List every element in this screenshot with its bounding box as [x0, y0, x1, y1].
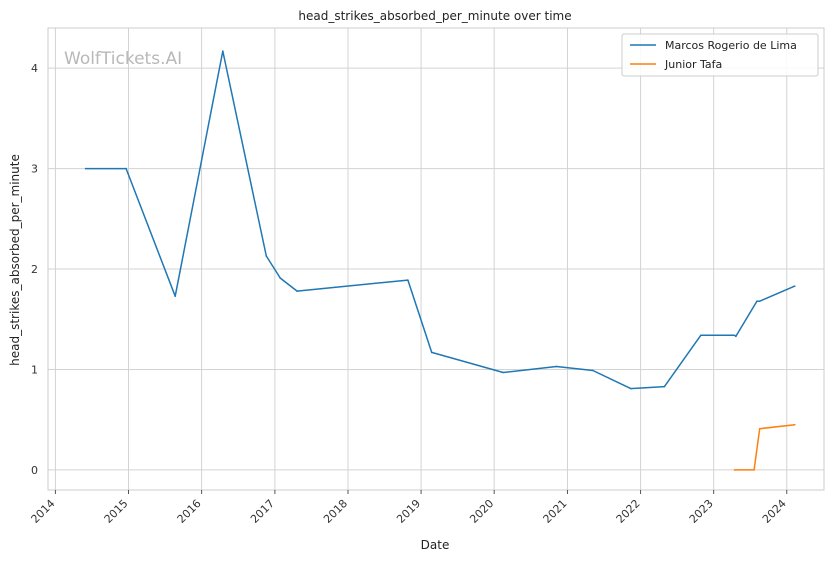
- data-point-marcos-rogerio-de-lima-19: [793, 285, 796, 287]
- y-tick-label-1: 1: [31, 363, 38, 376]
- data-point-junior-tafa-1: [753, 469, 755, 471]
- y-tick-label-4: 4: [31, 62, 38, 75]
- data-point-marcos-rogerio-de-lima-3: [222, 50, 224, 52]
- series-line-junior-tafa: [734, 423, 795, 471]
- data-point-marcos-rogerio-de-lima-5: [279, 277, 282, 279]
- data-point-marcos-rogerio-de-lima-10: [555, 365, 558, 368]
- data-point-marcos-rogerio-de-lima-17: [756, 300, 758, 302]
- y-tick-label-3: 3: [31, 163, 38, 176]
- data-point-marcos-rogerio-de-lima-7: [407, 279, 409, 281]
- legend-box: [621, 33, 819, 77]
- y-tick-label-0: 0: [31, 464, 38, 477]
- data-point-marcos-rogerio-de-lima-9: [502, 371, 504, 374]
- series-lines: [84, 50, 796, 471]
- plot-frame: [47, 27, 825, 491]
- legend-label-junior-tafa: Junior Tafa: [664, 58, 722, 71]
- data-point-junior-tafa-0: [733, 469, 736, 471]
- legend: Marcos Rogerio de Lima Junior Tafa: [621, 33, 819, 77]
- data-point-marcos-rogerio-de-lima-4: [265, 255, 268, 257]
- data-point-marcos-rogerio-de-lima-11: [592, 369, 594, 372]
- chart-title: head_strikes_absorbed_per_minute over ti…: [298, 9, 571, 23]
- data-point-marcos-rogerio-de-lima-6: [296, 290, 298, 292]
- legend-label-marcos-rogerio-de-lima: Marcos Rogerio de Lima: [665, 39, 797, 52]
- watermark: WolfTickets.AI: [64, 49, 182, 69]
- y-axis-title: head_strikes_absorbed_per_minute: [8, 154, 22, 366]
- data-point-marcos-rogerio-de-lima-8: [430, 351, 433, 354]
- grid: [48, 28, 824, 490]
- data-point-marcos-rogerio-de-lima-13: [663, 385, 666, 388]
- data-point-junior-tafa-3: [793, 423, 796, 426]
- series-points-marcos-rogerio-de-lima: [84, 50, 796, 390]
- data-point-marcos-rogerio-de-lima-16: [735, 335, 737, 338]
- series-points-junior-tafa: [733, 423, 796, 471]
- data-point-marcos-rogerio-de-lima-15: [733, 334, 736, 337]
- data-point-marcos-rogerio-de-lima-1: [125, 167, 127, 170]
- data-point-marcos-rogerio-de-lima-2: [174, 295, 176, 297]
- data-point-marcos-rogerio-de-lima-0: [84, 167, 87, 170]
- y-tick-label-2: 2: [31, 263, 38, 276]
- data-point-junior-tafa-2: [758, 427, 761, 430]
- data-point-marcos-rogerio-de-lima-12: [629, 387, 632, 390]
- data-point-marcos-rogerio-de-lima-14: [700, 334, 702, 337]
- data-point-marcos-rogerio-de-lima-18: [758, 300, 761, 302]
- y-axis-ticks: 0 1 2 3 4: [31, 62, 38, 477]
- x-axis-title: Date: [421, 538, 450, 552]
